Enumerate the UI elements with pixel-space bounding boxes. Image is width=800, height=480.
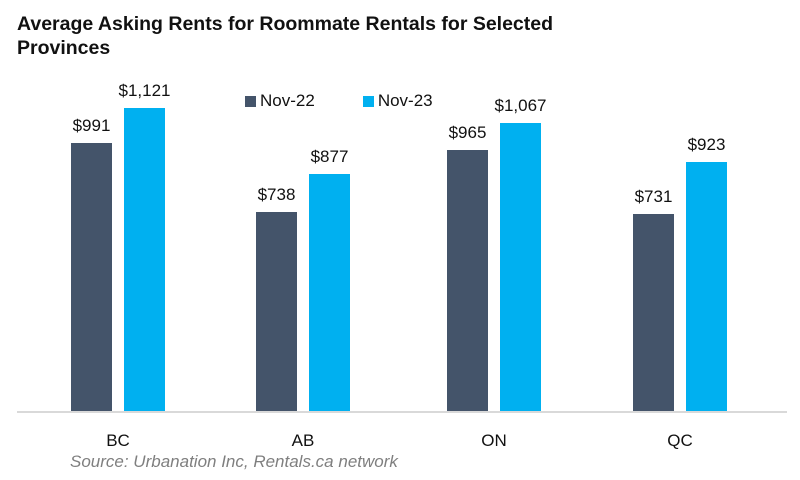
x-axis-label-bc: BC: [106, 431, 130, 450]
data-label: $991: [72, 116, 111, 136]
bar-on-nov-22: [447, 150, 488, 411]
chart-title: Average Asking Rents for Roommate Rental…: [17, 13, 554, 59]
data-label: $965: [448, 123, 487, 143]
data-label: $1,121: [118, 81, 171, 101]
bar-bc-nov-22: [71, 143, 112, 411]
bar-ab-nov-23: [309, 174, 350, 411]
legend-item-nov-22: Nov-22: [245, 91, 315, 111]
data-label: $738: [257, 184, 296, 204]
data-label: $731: [634, 186, 673, 206]
bar-qc-nov-23: [686, 161, 727, 411]
bar-on-nov-23: [500, 122, 541, 411]
x-axis-line: [17, 411, 787, 413]
x-axis-label-qc: QC: [667, 431, 693, 450]
data-label: $923: [687, 134, 726, 154]
x-axis-label-ab: AB: [291, 431, 315, 450]
data-label: $1,067: [494, 95, 547, 115]
legend-label: Nov-22: [260, 91, 315, 110]
bar-bc-nov-23: [124, 108, 165, 411]
legend-swatch-nov-23: [362, 95, 374, 107]
legend-label: Nov-23: [377, 91, 433, 110]
bar-ab-nov-22: [256, 211, 297, 411]
source-note: Source: Urbanation Inc, Rentals.ca netwo…: [70, 452, 398, 471]
legend-item-nov-23: Nov-23: [362, 91, 433, 111]
bar-qc-nov-22: [633, 213, 674, 411]
legend-swatch-nov-22: [245, 95, 256, 107]
legend: Nov-22 Nov-23: [245, 91, 433, 111]
x-axis-label-on: ON: [481, 431, 507, 450]
data-label: $877: [310, 147, 349, 167]
